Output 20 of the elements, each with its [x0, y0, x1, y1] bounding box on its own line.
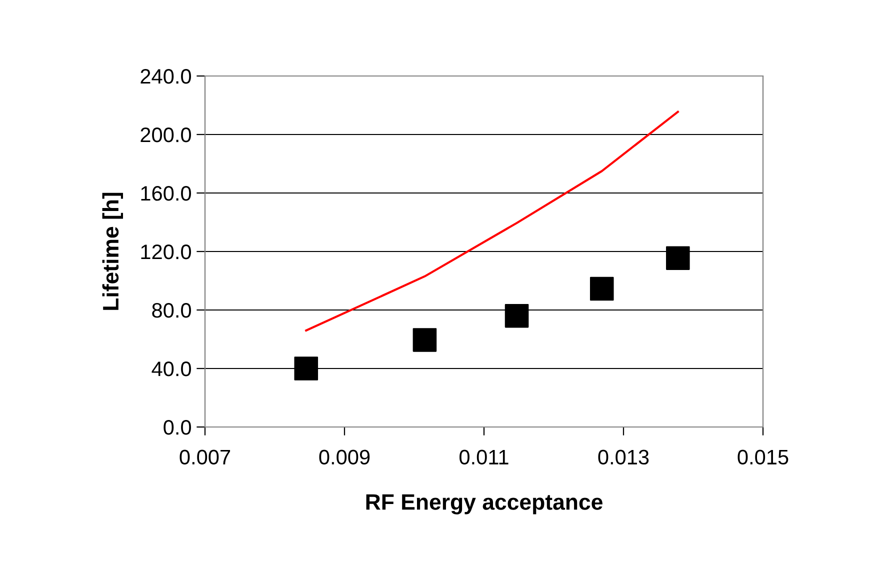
point [590, 276, 614, 301]
y-axis-title: Lifetime [h] [102, 192, 124, 310]
y-tick-label: 200.0 [140, 128, 191, 142]
y-tick-label: 120.0 [141, 244, 191, 260]
y-tick-label: 80.0 [152, 303, 191, 318]
y-tick-label: 160.0 [141, 186, 191, 201]
x-tick-label: 0.015 [738, 450, 788, 465]
y-tick-label: 40.0 [152, 362, 191, 376]
line-series [305, 110, 679, 332]
point [504, 304, 529, 328]
point [666, 246, 690, 270]
y-tick-label: 240.0 [140, 69, 191, 84]
x-axis-title: RF Energy acceptance [366, 494, 602, 514]
x-tick-label: 0.013 [598, 450, 649, 465]
point [294, 356, 318, 380]
x-tick-label: 0.011 [460, 450, 508, 465]
x-tick-label: 0.009 [319, 450, 370, 465]
x-tick-label: 0.007 [180, 450, 230, 465]
point [412, 328, 437, 352]
y-tick-label: 0.0 [164, 420, 191, 435]
